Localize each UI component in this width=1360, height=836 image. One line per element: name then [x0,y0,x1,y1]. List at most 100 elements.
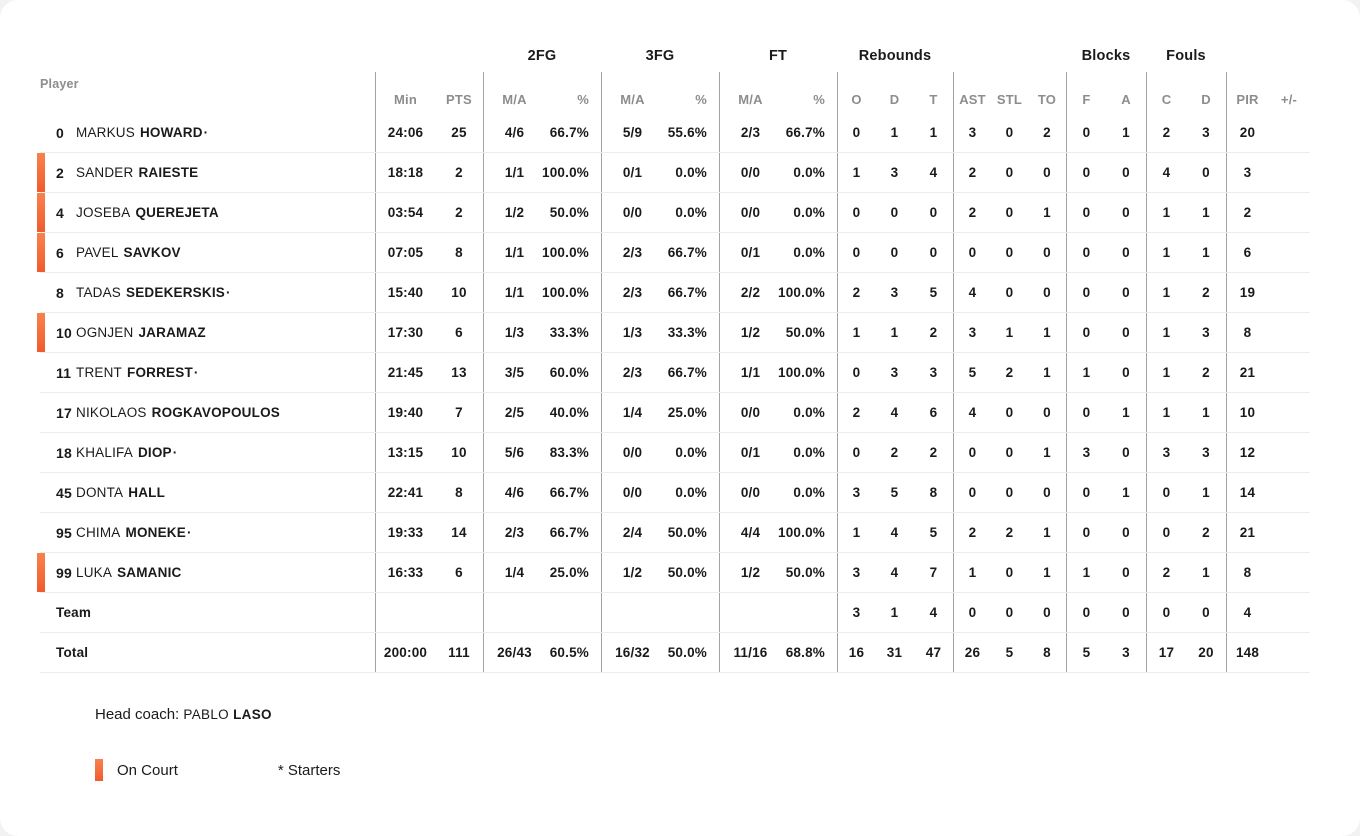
stat-reb-t: 4 [929,165,938,180]
stat-ft-ma: 0/0 [719,473,781,512]
stat-reb-d: 4 [890,525,899,540]
player-first-name: TRENT [76,365,122,380]
player-number: 0 [56,124,64,141]
player-first-name: NIKOLAOS [76,405,147,420]
stat-blk-f: 0 [1066,233,1106,272]
stat-pm [1268,353,1310,392]
stat-stl: 0 [1005,565,1014,580]
stat-fg3-ma: 5/9 [601,113,663,152]
stat-fg2-pct: 60.0% [549,365,589,380]
stat-fg2-ma: 1/1 [483,153,545,192]
stat-pir: 3 [1226,153,1268,192]
player-first-name: JOSEBA [76,205,131,220]
stat-ft-ma: 1/2 [719,553,781,592]
player-name-cell[interactable]: 18 KHALIFA DIOP · [40,433,375,472]
col-blk-f: F [1066,72,1106,113]
stat-foul-c: 1 [1146,273,1186,312]
stat-fg2-ma: 1/1 [483,273,545,312]
player-last-name: JARAMAZ [138,325,206,340]
player-number: 99 [56,564,72,581]
total-row: Total 200:00 111 26/43 60.5% 16/32 50.0% 11/16 6… [40,633,1310,673]
stat-fg3-pct: 55.6% [667,125,707,140]
stat-to: 1 [1043,205,1051,220]
col-ft-ma: M/A [719,72,781,113]
stat-reb-t: 5 [929,285,938,300]
stat-ft-pct: 0.0% [793,445,825,460]
stat-fg3-ma: 16/32 [601,633,663,672]
stat-ft-ma: 0/1 [719,433,781,472]
player-name-cell[interactable]: 8 TADAS SEDEKERSKIS · [40,273,375,312]
stat-blk-f: 1 [1066,353,1106,392]
player-name-cell[interactable]: 10 OGNJEN JARAMAZ [37,313,375,352]
col-player: Player [40,77,79,91]
player-name-cell[interactable]: 11 TRENT FORREST · [40,353,375,392]
stat-blk-f: 0 [1066,193,1106,232]
player-name-cell[interactable]: 95 CHIMA MONEKE · [40,513,375,552]
stat-pm [1268,393,1310,432]
player-last-name: MONEKE [125,525,186,540]
player-first-name: DONTA [76,485,124,500]
stat-fg3-ma: 1/2 [601,553,663,592]
stat-foul-d: 3 [1202,125,1210,140]
player-row: 11 TRENT FORREST · 21:45 13 3/5 60.0% 2/3 66.7% 1/… [40,353,1310,393]
stat-reb-d: 1 [890,125,899,140]
stat-reb-t: 6 [929,405,938,420]
stat-min: 03:54 [375,193,435,232]
stat-foul-c: 1 [1146,393,1186,432]
player-row: 99 LUKA SAMANIC 16:33 6 1/4 25.0% 1/2 50.0% 1/2 50… [37,553,1310,593]
stat-pir: 148 [1226,633,1268,672]
stat-reb-o: 3 [837,553,875,592]
col-ast: AST [953,72,991,113]
stat-stl: 1 [1005,325,1014,340]
stat-pm [1268,313,1310,352]
player-number: 2 [56,164,64,181]
player-first-name: SANDER [76,165,134,180]
group-header-row: 2FG 3FG FT Rebounds Blocks Fouls [40,48,1310,72]
stat-stl: 0 [1005,125,1014,140]
stat-min: 15:40 [375,273,435,312]
player-name-cell[interactable]: 6 PAVEL SAVKOV [37,233,375,272]
stat-fg3-pct: 66.7% [667,365,707,380]
player-row: 18 KHALIFA DIOP · 13:15 10 5/6 83.3% 0/0 0.0% 0/1 0… [40,433,1310,473]
stat-ft-ma: 2/2 [719,273,781,312]
player-name-cell[interactable]: 17 NIKOLAOS ROGKAVOPOULOS [40,393,375,432]
stat-fg2-ma: 1/2 [483,193,545,232]
stat-fg2-pct: 100.0% [542,165,589,180]
stat-reb-t: 0 [929,245,938,260]
stat-reb-d: 3 [890,165,899,180]
stat-fg3-pct: 0.0% [675,445,707,460]
stat-fg3-ma: 2/3 [601,233,663,272]
col-2fg-pct: % [577,92,589,107]
player-name-cell[interactable]: 45 DONTA HALL [40,473,375,512]
legend: On Court * Starters [95,759,1310,781]
stat-fg3-ma: 2/4 [601,513,663,552]
player-name-cell[interactable]: 2 SANDER RAIESTE [37,153,375,192]
stat-stl: 0 [1005,245,1014,260]
stat-pir: 19 [1226,273,1268,312]
stat-fg2-ma: 1/1 [483,233,545,272]
stat-pts: 13 [451,365,467,380]
player-number: 4 [56,204,64,221]
stat-reb-t: 2 [929,445,938,460]
stat-to: 0 [1043,485,1051,500]
stat-reb-o: 0 [837,353,875,392]
stat-reb-t: 0 [929,205,938,220]
player-name-cell[interactable]: 99 LUKA SAMANIC [37,553,375,592]
stat-reb-d: 2 [890,445,899,460]
stat-stl: 0 [1005,605,1014,620]
player-last-name: SAMANIC [117,565,182,580]
col-reb-o: O [837,72,875,113]
stat-foul-d: 1 [1202,245,1210,260]
stat-foul-c: 0 [1146,593,1186,632]
stat-blk-f: 0 [1066,473,1106,512]
player-name-cell[interactable]: 0 MARKUS HOWARD · [40,113,375,152]
stat-blk-a: 0 [1122,605,1130,620]
player-row: 45 DONTA HALL 22:41 8 4/6 66.7% 0/0 0.0% 0/0 0.0% 3… [40,473,1310,513]
stat-min: 07:05 [375,233,435,272]
player-first-name: LUKA [76,565,113,580]
col-plusminus: +/- [1280,92,1298,107]
stat-ft-pct: 50.0% [785,565,825,580]
stat-to: 1 [1043,565,1051,580]
player-name-cell[interactable]: 4 JOSEBA QUEREJETA [37,193,375,232]
stat-foul-c: 2 [1146,113,1186,152]
